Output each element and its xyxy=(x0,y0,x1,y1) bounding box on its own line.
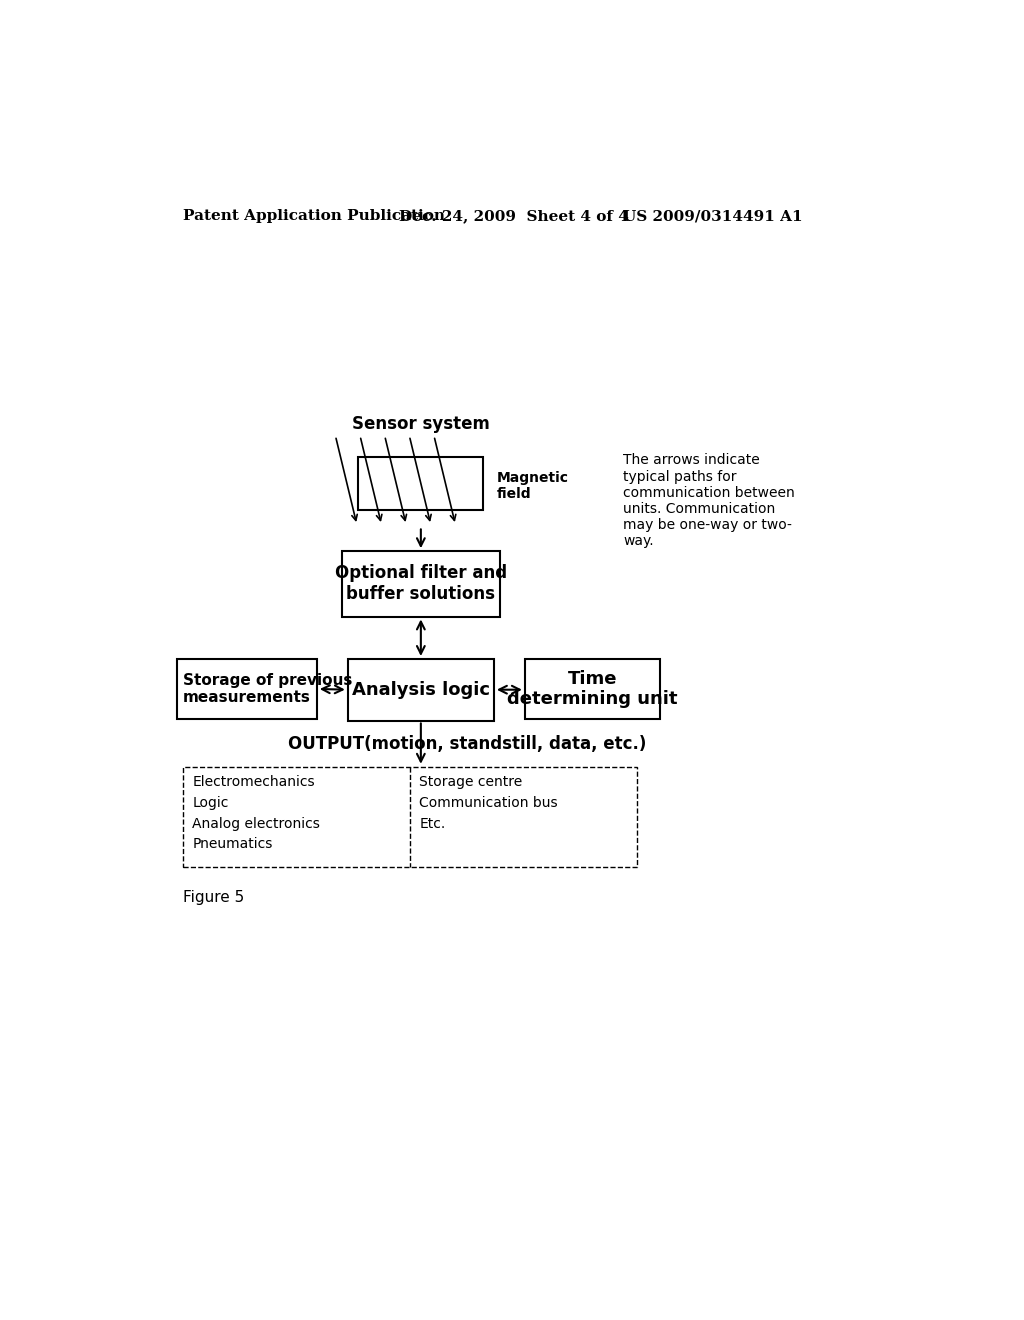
Text: Magnetic
field: Magnetic field xyxy=(497,471,569,502)
Text: Dec. 24, 2009  Sheet 4 of 4: Dec. 24, 2009 Sheet 4 of 4 xyxy=(398,209,629,223)
Text: OUTPUT(motion, standstill, data, etc.): OUTPUT(motion, standstill, data, etc.) xyxy=(288,735,646,752)
Text: US 2009/0314491 A1: US 2009/0314491 A1 xyxy=(624,209,803,223)
Bar xyxy=(342,552,500,616)
Bar xyxy=(358,457,483,510)
Text: Figure 5: Figure 5 xyxy=(183,890,244,906)
Bar xyxy=(177,659,316,719)
Text: Pneumatics: Pneumatics xyxy=(193,837,272,851)
Text: The arrows indicate
typical paths for
communication between
units. Communication: The arrows indicate typical paths for co… xyxy=(624,453,795,548)
Text: Storage centre: Storage centre xyxy=(419,775,522,789)
Text: Analog electronics: Analog electronics xyxy=(193,817,321,830)
Text: Time
determining unit: Time determining unit xyxy=(507,669,678,709)
Text: Optional filter and
buffer solutions: Optional filter and buffer solutions xyxy=(335,565,507,603)
Text: Sensor system: Sensor system xyxy=(352,414,489,433)
Bar xyxy=(348,659,494,721)
Text: Analysis logic: Analysis logic xyxy=(352,681,489,698)
Bar xyxy=(524,659,659,719)
Text: Patent Application Publication: Patent Application Publication xyxy=(183,209,444,223)
Text: Electromechanics: Electromechanics xyxy=(193,775,314,789)
Text: Communication bus: Communication bus xyxy=(419,796,558,810)
Text: Storage of previous
measurements: Storage of previous measurements xyxy=(183,673,352,705)
Text: Logic: Logic xyxy=(193,796,228,810)
Bar xyxy=(183,767,637,867)
Text: Etc.: Etc. xyxy=(419,817,445,830)
